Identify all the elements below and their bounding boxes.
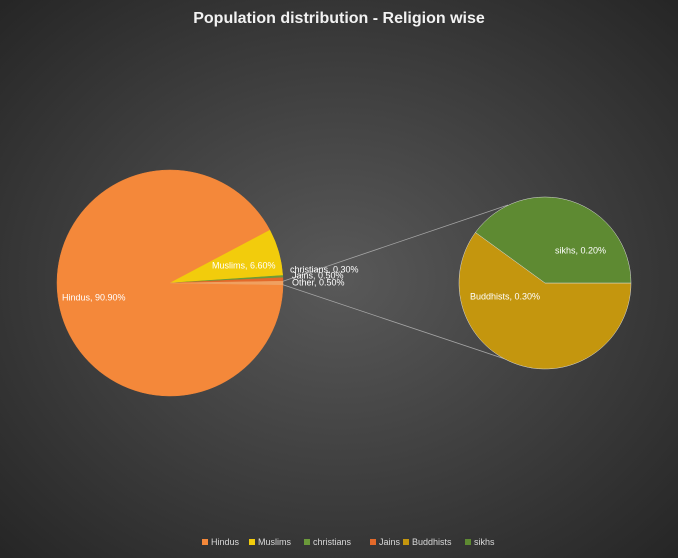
data-label: Jains, 0.50% (292, 270, 344, 280)
legend-label: Jains (379, 537, 401, 547)
connector-line (282, 284, 533, 369)
legend-label: Muslims (258, 537, 291, 547)
legend-swatch (304, 539, 310, 545)
data-label: Buddhists, 0.30% (470, 291, 540, 301)
plot-area: Hindus, 90.90% Muslims, 6.60% christians, … (56, 169, 632, 397)
pie-slice (169, 280, 284, 286)
legend: Hindus Muslims christians Jains Buddhists sik… (202, 537, 495, 547)
data-label: Other, 0.50% (292, 277, 345, 287)
legend-swatch (370, 539, 376, 545)
data-label: christians, 0.30% (290, 264, 359, 274)
pie-slice (458, 232, 632, 370)
legend-label: Buddhists (412, 537, 452, 547)
connector-line (282, 204, 509, 282)
legend-swatch (249, 539, 255, 545)
data-label: Muslims, 6.60% (212, 260, 276, 270)
legend-label: sikhs (474, 537, 495, 547)
data-label: Hindus, 90.90% (62, 292, 126, 302)
pie-slice (475, 196, 632, 284)
legend-swatch (202, 539, 208, 545)
chart-title: Population distribution - Religion wise (193, 10, 485, 27)
legend-swatch (403, 539, 409, 545)
legend-label: christians (313, 537, 352, 547)
legend-label: Hindus (211, 537, 240, 547)
legend-swatch (465, 539, 471, 545)
data-label: sikhs, 0.20% (555, 245, 606, 255)
